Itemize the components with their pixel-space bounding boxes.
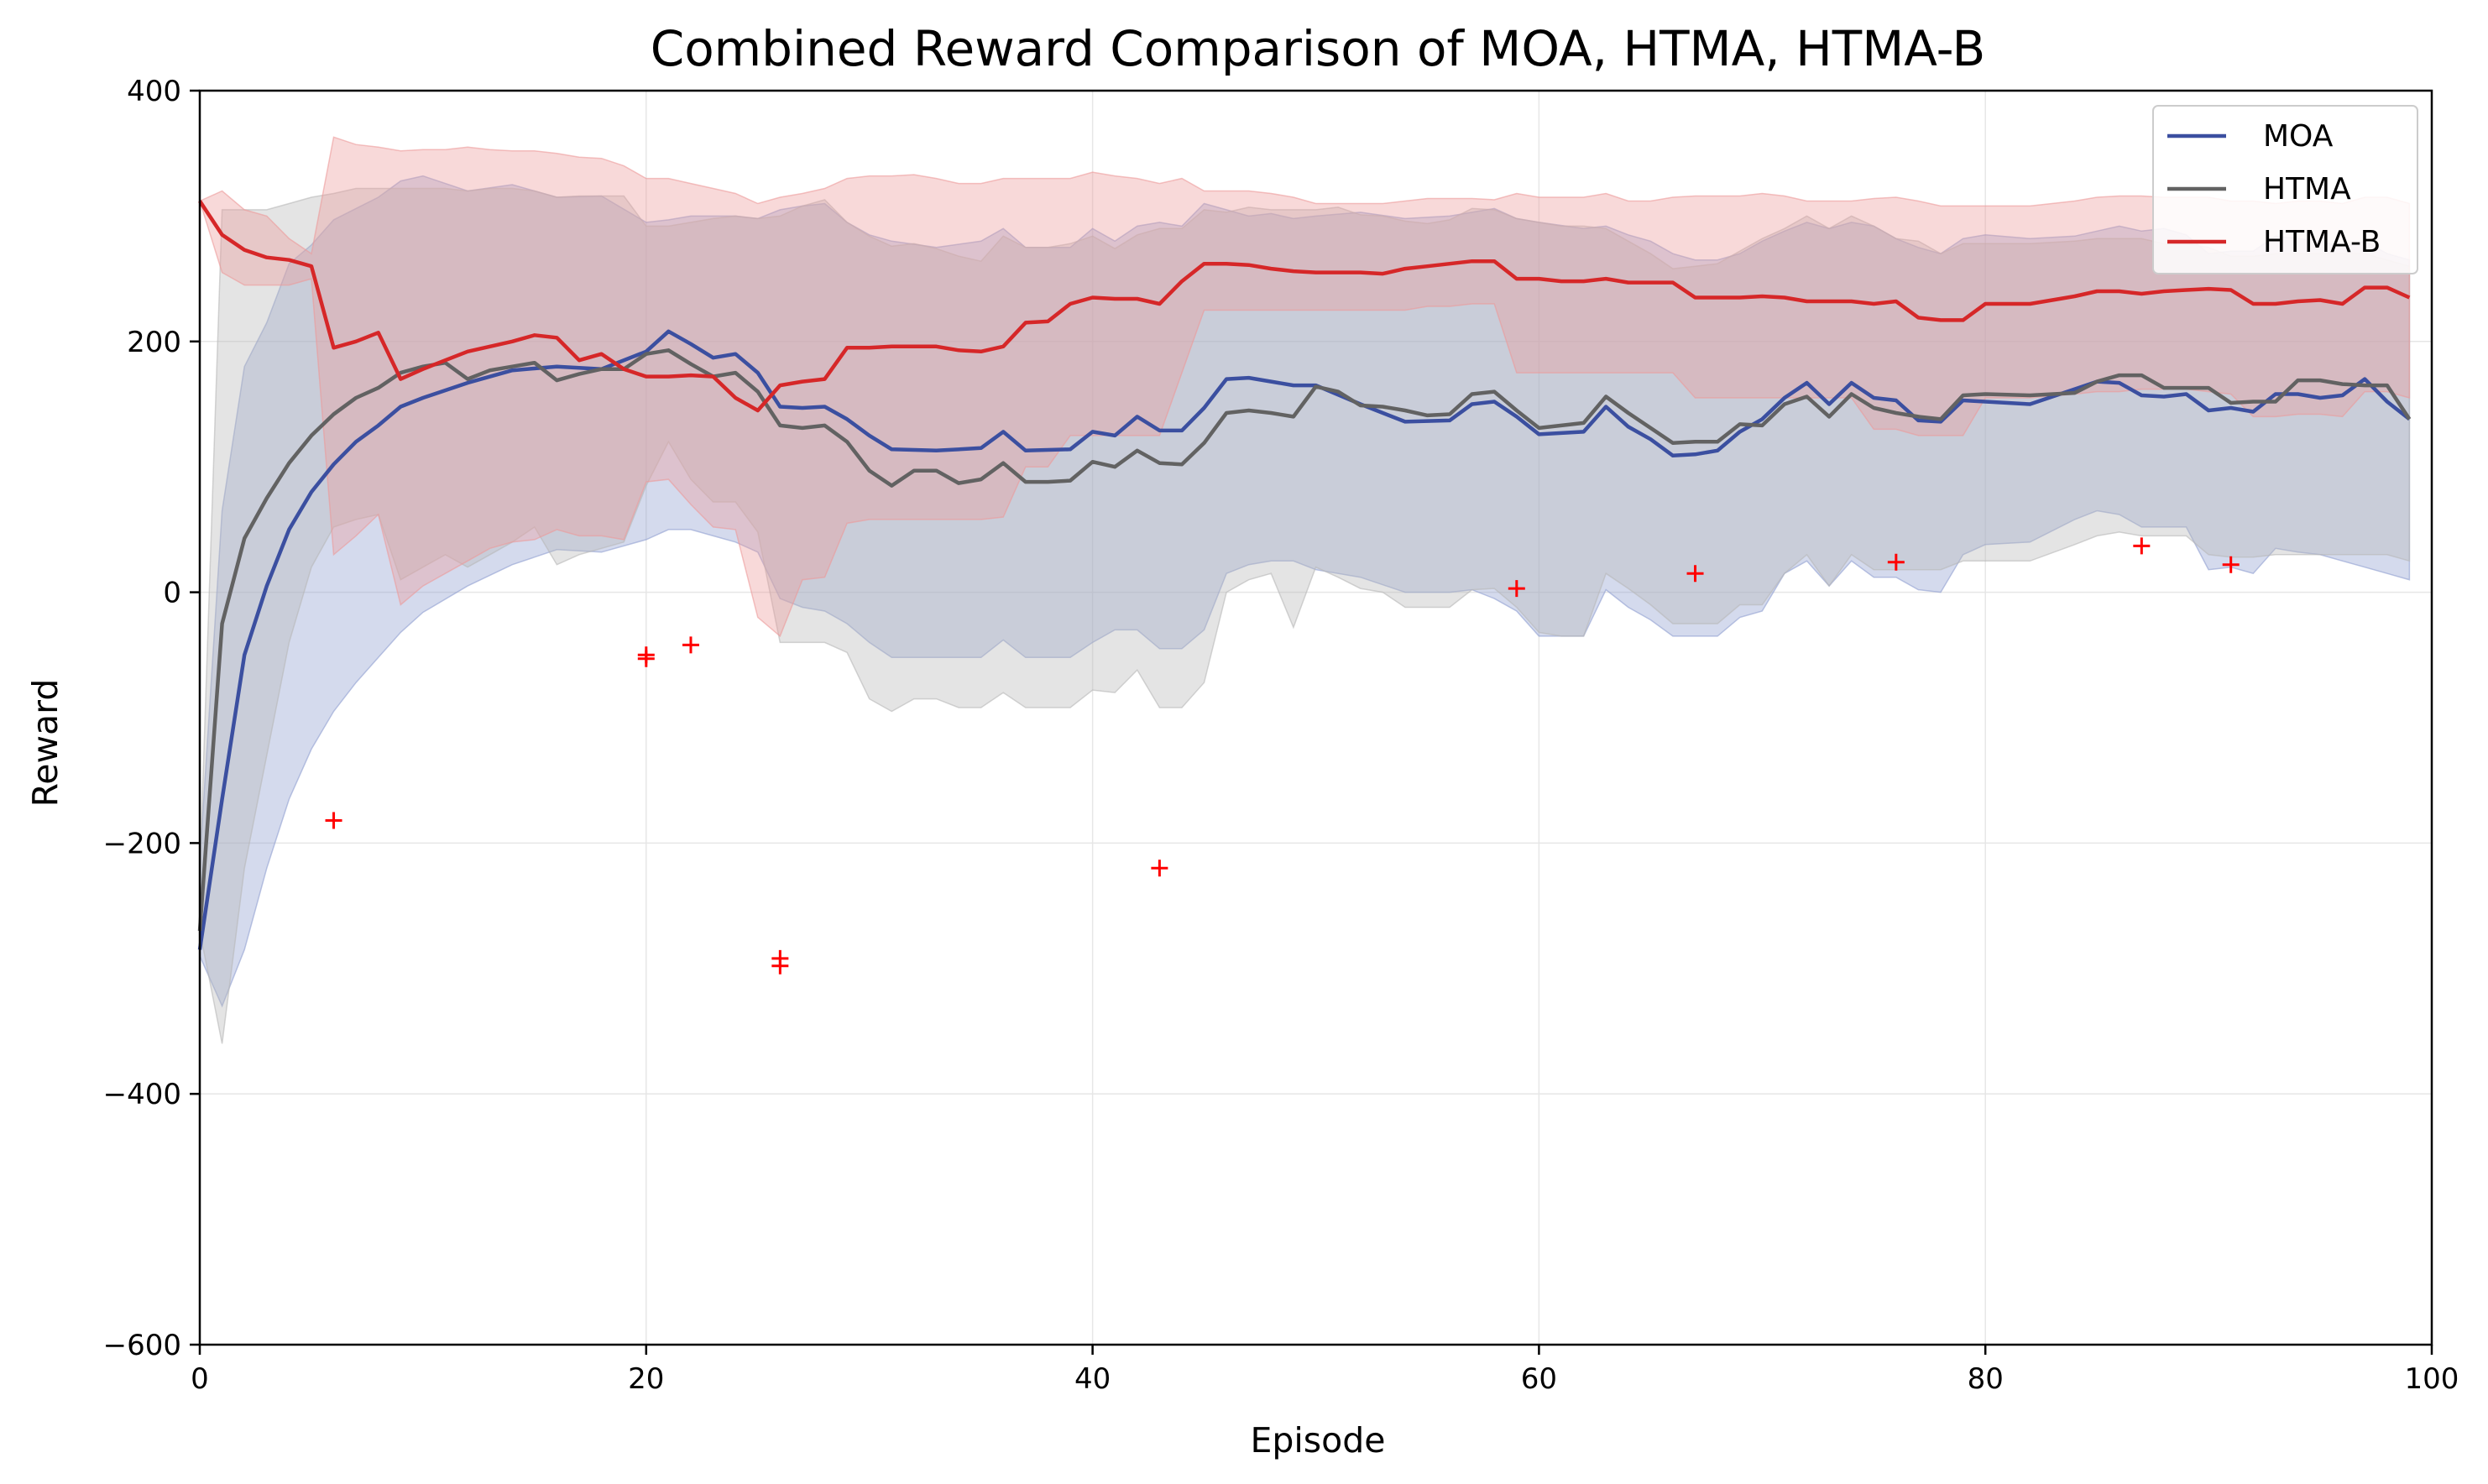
line-layer [197, 200, 2412, 950]
y-tick-label: 0 [163, 577, 181, 610]
band-layer [199, 136, 2411, 1044]
x-tick-label: 100 [2405, 1362, 2459, 1396]
outlier-marker [2133, 537, 2151, 555]
x-tick-label: 60 [1521, 1362, 1557, 1396]
y-tick-label: −600 [103, 1329, 181, 1362]
series-line-htma-b [198, 200, 2411, 413]
legend-box [2152, 105, 2418, 274]
x-axis-title: Episode [1250, 1420, 1385, 1460]
marker-layer [325, 537, 2240, 975]
legend-label-moa: MOA [2263, 119, 2334, 154]
y-tick-label: −400 [103, 1078, 181, 1111]
outlier-marker [771, 957, 789, 975]
outlier-marker [1686, 565, 1704, 583]
y-tick-label: 400 [127, 75, 181, 108]
series-line-htma [197, 348, 2412, 932]
x-tick-label: 0 [191, 1362, 209, 1396]
outlier-marker [1887, 553, 1905, 571]
outlier-marker [637, 650, 655, 667]
legend: MOA HTMA HTMA-B [2152, 105, 2418, 274]
outlier-marker [682, 636, 699, 654]
y-axis-title: Reward [25, 679, 65, 807]
legend-label-htma: HTMA [2263, 172, 2351, 206]
outlier-marker [325, 812, 342, 829]
band-htma [199, 187, 2411, 1044]
tick-layer: 0 20 40 60 80 100 −600 −400 −200 0 200 400 [103, 75, 2459, 1396]
legend-label-htma-b: HTMA-B [2263, 225, 2381, 259]
x-tick-label: 80 [1968, 1362, 2004, 1396]
outlier-marker [1508, 580, 1525, 598]
band-moa [199, 175, 2411, 1008]
y-tick-label: −200 [103, 827, 181, 860]
outlier-marker [2222, 556, 2240, 573]
band-htma-b [199, 136, 2411, 638]
outlier-marker [1151, 860, 1168, 877]
x-tick-label: 20 [628, 1362, 664, 1396]
y-tick-label: 200 [127, 326, 181, 359]
chart-title: Combined Reward Comparison of MOA, HTMA,… [651, 20, 1986, 77]
x-tick-label: 40 [1074, 1362, 1111, 1396]
plot-frame [198, 89, 2433, 1346]
